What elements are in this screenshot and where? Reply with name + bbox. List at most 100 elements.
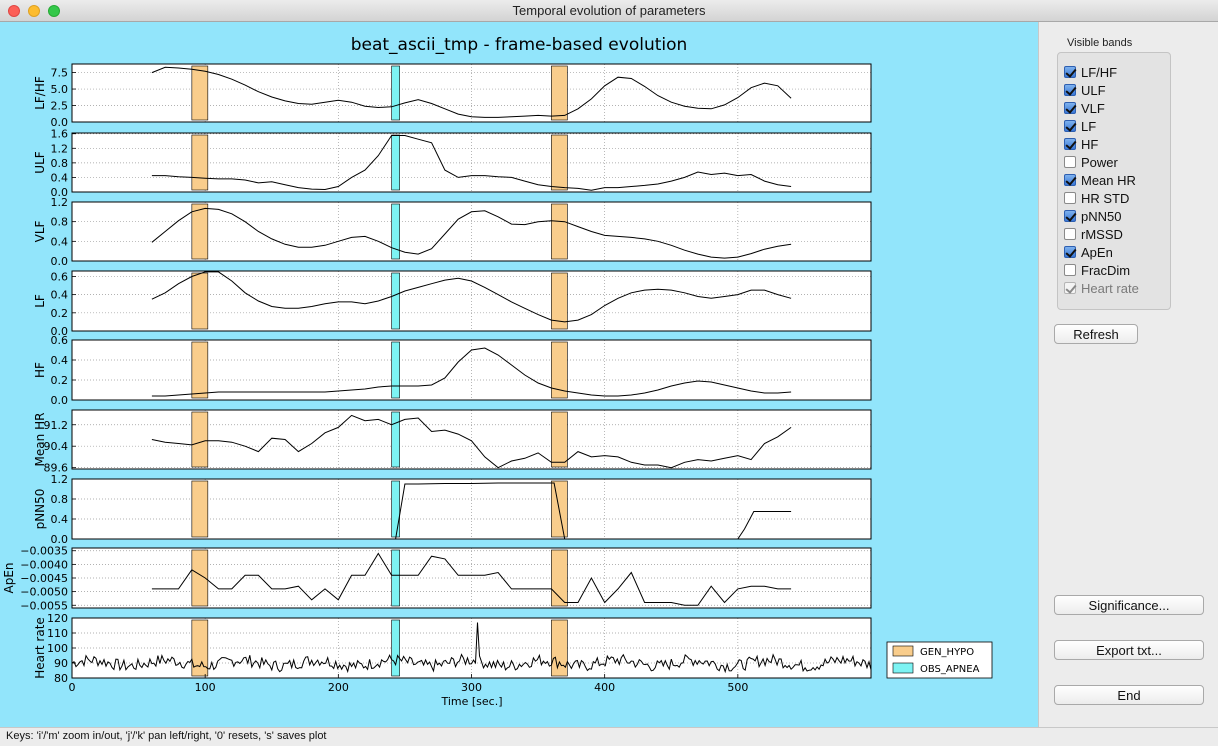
legend: GEN_HYPO OBS_APNEA [886, 641, 993, 679]
x-tick-label: 0 [69, 681, 76, 694]
checkbox-box[interactable] [1064, 192, 1076, 204]
y-axis-label: LF/HF [33, 76, 47, 110]
axes-frame [71, 547, 872, 609]
x-tick-label: 100 [195, 681, 216, 694]
obs-apnea-span [391, 65, 400, 121]
band-checkbox-lf-hf[interactable]: LF/HF [1064, 63, 1117, 81]
y-axis-label: ULF [33, 151, 47, 173]
y-axis-label: pNN50 [33, 489, 47, 530]
y-axis-label: Heart rate [33, 617, 47, 679]
zoom-window-button[interactable] [48, 5, 60, 17]
y-tick-label: 0.6 [51, 334, 69, 347]
checkbox-box[interactable] [1064, 210, 1076, 222]
checkbox-box[interactable] [1064, 174, 1076, 186]
plot-canvas[interactable]: beat_ascii_tmp - frame-based evolution 0… [0, 22, 1038, 727]
y-tick-label: 90 [54, 657, 68, 670]
gen-hypo-span [191, 272, 209, 330]
y-axis-label: ApEn [2, 562, 16, 593]
x-axis-label: Time [sec.] [440, 695, 502, 708]
y-tick-label: −0.0050 [20, 586, 68, 599]
y-tick-label: 5.0 [51, 83, 69, 96]
axes-frame [71, 339, 872, 401]
band-checkbox-ulf[interactable]: ULF [1064, 81, 1106, 99]
band-checkbox-apen[interactable]: ApEn [1064, 243, 1113, 261]
checkbox-box[interactable] [1064, 138, 1076, 150]
legend-label-gen-hypo: GEN_HYPO [920, 647, 974, 658]
checkbox-label: rMSSD [1081, 226, 1123, 242]
band-checkbox-vlf[interactable]: VLF [1064, 99, 1105, 117]
band-checkbox-hr-std[interactable]: HR STD [1064, 189, 1129, 207]
y-tick-label: 0.0 [51, 394, 69, 407]
band-checkbox-hf[interactable]: HF [1064, 135, 1098, 153]
significance-button[interactable]: Significance... [1054, 595, 1204, 615]
subplot-hf: 0.0 0.2 0.4 0.6 HF [33, 334, 872, 407]
x-tick-label: 200 [328, 681, 349, 694]
subplot-lf: 0.0 0.2 0.4 0.6 LF [33, 270, 872, 338]
axes-frame [71, 270, 872, 332]
series-line [151, 66, 792, 118]
band-checkbox-mean-hr[interactable]: Mean HR [1064, 171, 1136, 189]
band-checkbox-pnn50[interactable]: pNN50 [1064, 207, 1121, 225]
axes-frame [71, 132, 872, 193]
y-tick-label: 1.6 [51, 128, 69, 141]
y-tick-label: 0.8 [51, 216, 69, 229]
checkbox-box[interactable] [1064, 246, 1076, 258]
subplot-lf-hf: 0.0 2.5 5.0 7.5 LF/HF [33, 63, 872, 129]
y-axis-label: VLF [33, 221, 47, 243]
checkbox-label: Heart rate [1081, 280, 1139, 296]
y-tick-label: 110 [47, 627, 68, 640]
checkbox-label: Power [1081, 154, 1118, 170]
y-tick-label: 0.4 [51, 171, 69, 184]
checkbox-box[interactable] [1064, 264, 1076, 276]
gen-hypo-span [551, 411, 568, 468]
checkbox-box[interactable] [1064, 102, 1076, 114]
checkbox-label: ULF [1081, 82, 1106, 98]
gen-hypo-span [551, 619, 568, 677]
y-tick-label: 0.0 [51, 116, 69, 129]
x-tick-label: 300 [461, 681, 482, 694]
checkbox-box[interactable] [1064, 156, 1076, 168]
y-tick-label: 91.2 [44, 419, 69, 432]
y-tick-label: 0.2 [51, 307, 69, 320]
obs-apnea-span [391, 549, 400, 607]
export-txt-button[interactable]: Export txt... [1054, 640, 1204, 660]
checkbox-box[interactable] [1064, 84, 1076, 96]
band-checkbox-fracdim[interactable]: FracDim [1064, 261, 1130, 279]
checkbox-label: ApEn [1081, 244, 1113, 260]
checkbox-box[interactable] [1064, 120, 1076, 132]
gen-hypo-span [551, 203, 568, 260]
x-tick-label: 500 [727, 681, 748, 694]
y-tick-label: −0.0035 [20, 545, 68, 558]
y-tick-label: 90.4 [44, 440, 69, 453]
window-titlebar: Temporal evolution of parameters [0, 0, 1218, 22]
y-tick-label: 0.0 [51, 255, 69, 268]
checkbox-box[interactable] [1064, 228, 1076, 240]
band-checkbox-rmssd[interactable]: rMSSD [1064, 225, 1123, 243]
checkbox-label: HF [1081, 136, 1099, 152]
minimize-window-button[interactable] [28, 5, 40, 17]
y-tick-label: 7.5 [51, 67, 69, 80]
series-line [151, 347, 792, 397]
close-window-button[interactable] [8, 5, 20, 17]
axes-frame [71, 63, 872, 123]
series-line [151, 552, 792, 606]
gen-hypo-span [551, 134, 568, 191]
band-checkbox-lf[interactable]: LF [1064, 117, 1096, 135]
gen-hypo-span [551, 341, 568, 399]
refresh-button[interactable]: Refresh [1054, 324, 1138, 344]
band-checkbox-power[interactable]: Power [1064, 153, 1118, 171]
window-title: Temporal evolution of parameters [512, 3, 706, 18]
figure-svg[interactable]: beat_ascii_tmp - frame-based evolution 0… [0, 22, 1038, 727]
gen-hypo-span [551, 65, 568, 121]
y-tick-label: 0.0 [51, 325, 69, 338]
series-line [151, 414, 792, 469]
axes-frame [71, 409, 872, 470]
axes-frame [71, 201, 872, 262]
end-button[interactable]: End [1054, 685, 1204, 705]
axes-frame [71, 478, 872, 540]
checkbox-label: HR STD [1081, 190, 1130, 206]
checkbox-box[interactable] [1064, 66, 1076, 78]
series-line [151, 271, 792, 323]
subplot-vlf: 0.0 0.4 0.8 1.2 VLF [33, 196, 872, 268]
